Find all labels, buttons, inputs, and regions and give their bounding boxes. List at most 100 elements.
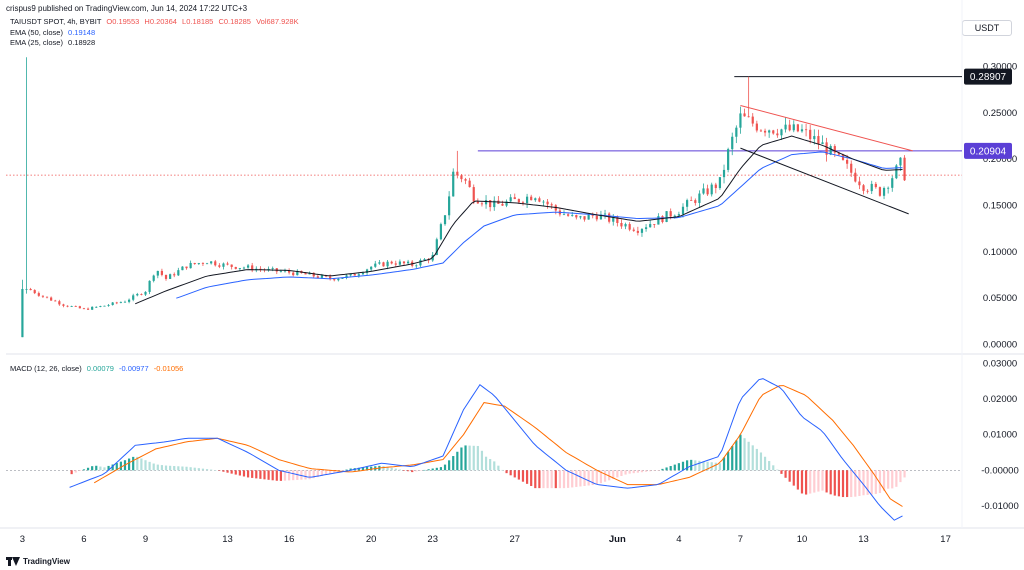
ohlc-high: H0.20364 [144, 17, 177, 26]
candle-body [218, 265, 221, 267]
macd-hist-bar [509, 470, 512, 476]
macd-hist-bar [895, 470, 898, 487]
candle-body [50, 297, 53, 301]
price-tick-label: 0.30000 [983, 62, 1017, 73]
candle-body [509, 197, 512, 202]
candle-body [361, 272, 365, 275]
candle-body [792, 124, 795, 131]
macd-hist-bar [817, 470, 820, 492]
macd-hist-value: 0.00079 [86, 364, 114, 373]
candle-body [850, 163, 853, 173]
candle-body [288, 270, 291, 273]
macd-hist-bar [575, 470, 578, 487]
time-tick-label: 17 [940, 534, 951, 545]
candle-body [472, 187, 475, 202]
candle-body [677, 214, 680, 216]
candle-body [903, 157, 906, 181]
candle-body [571, 215, 574, 216]
candle-body [755, 123, 758, 131]
candle-body [788, 124, 791, 131]
candle-body [804, 129, 808, 131]
macd-hist-bar [546, 470, 549, 489]
macd-hist-bar [242, 470, 246, 477]
candle-body [714, 184, 717, 189]
macd-hist-bar [443, 464, 447, 471]
candle-body [54, 300, 57, 302]
candle-body [476, 201, 479, 204]
macd-hist-bar [698, 460, 701, 471]
macd-hist-bar [661, 468, 664, 471]
candle-body [169, 274, 172, 279]
candle-body [567, 214, 570, 216]
candle-body [382, 262, 385, 267]
macd-hist-bar [525, 470, 529, 484]
candle-body [423, 259, 426, 261]
candle-body [505, 201, 508, 206]
macd-hist-bar [193, 467, 196, 471]
macd-hist-bar [743, 438, 746, 471]
candle-body [616, 217, 619, 223]
candle-body [259, 268, 262, 270]
candle-body [628, 224, 631, 230]
tradingview-logo[interactable]: TradingView [6, 557, 70, 566]
macd-hist-bar [78, 470, 81, 471]
symbol-name[interactable]: TAIUSDT SPOT, 4h, BYBIT [10, 17, 102, 26]
candle-body [320, 275, 324, 278]
ema25-value: 0.18928 [68, 38, 96, 47]
macd-hist-bar [263, 470, 266, 480]
candle-body [870, 183, 873, 192]
macd-hist-bar [275, 470, 278, 481]
macd-hist-bar [91, 466, 94, 471]
macd-hist-bar [132, 456, 135, 471]
macd-hist-bar [542, 470, 545, 489]
macd-hist-bar [324, 470, 328, 475]
macd-legend[interactable]: MACD (12, 26, close) 0.00079 -0.00977 -0… [10, 364, 183, 373]
macd-label: MACD (12, 26, close) [10, 364, 82, 373]
candle-body [21, 288, 24, 338]
candle-body [599, 214, 603, 220]
ema25-legend[interactable]: EMA (25, close) 0.18928 [10, 38, 95, 47]
candle-body [874, 183, 877, 188]
candle-body [58, 301, 61, 305]
candle-body [784, 124, 787, 130]
candle-body [402, 261, 406, 264]
macd-hist-bar [419, 470, 422, 471]
macd-hist-bar [99, 466, 102, 471]
macd-hist-bar [669, 466, 672, 471]
time-tick-label: 20 [366, 534, 377, 545]
macd-hist-bar [534, 470, 537, 489]
macd-hist-bar [283, 470, 287, 481]
macd-hist-bar [833, 470, 836, 496]
candle-body [460, 175, 463, 180]
candle-body [657, 216, 660, 225]
ema50-legend[interactable]: EMA (50, close) 0.19148 [10, 28, 95, 37]
macd-hist-bar [731, 446, 734, 471]
candle-body [222, 263, 225, 267]
macd-hist-bar [127, 458, 131, 471]
candle-body [144, 291, 147, 295]
candle-body [731, 136, 734, 150]
macd-hist-bar [644, 470, 648, 472]
macd-hist-bar [140, 458, 143, 471]
macd-hist-bar [234, 470, 237, 475]
macd-hist-bar [452, 456, 455, 471]
candle-body [809, 129, 812, 140]
macd-hist-bar [870, 470, 873, 495]
candle-body [173, 274, 176, 276]
macd-hist-bar [558, 470, 562, 489]
macd-hist-bar [714, 462, 717, 471]
macd-hist-bar [169, 465, 172, 471]
macd-hist-bar [292, 470, 295, 481]
candle-body [33, 290, 36, 294]
macd-hist-bar [628, 470, 631, 474]
candle-body [132, 295, 135, 300]
macd-hist-bar [866, 470, 869, 495]
macd-hist-bar [571, 470, 574, 488]
ema50-label: EMA (50, close) [10, 28, 63, 37]
macd-hist-bar [415, 470, 418, 472]
macd-hist-bar [255, 470, 258, 479]
candle-body [353, 274, 356, 276]
macd-hist-bar [825, 470, 828, 493]
macd-hist-bar [850, 470, 853, 498]
